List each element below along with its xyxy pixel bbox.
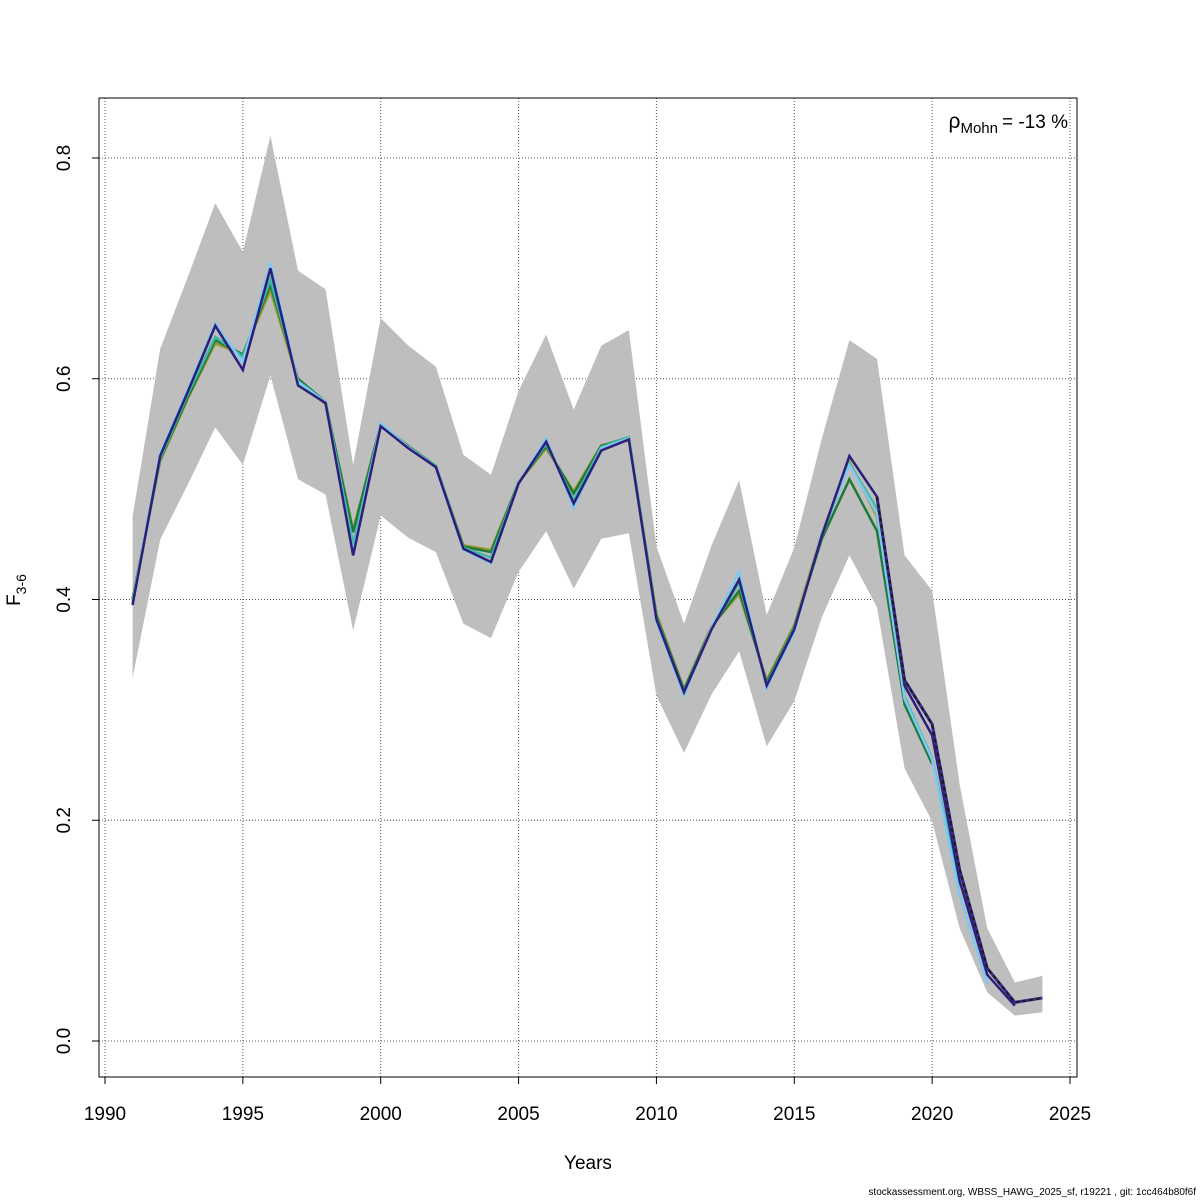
x-tick-label: 1995: [222, 1104, 264, 1125]
footer-source: stockassessment.org, WBSS_HAWG_2025_sf, …: [868, 1187, 1196, 1198]
confidence-band-group: [132, 135, 1043, 1016]
x-tick-label: 2025: [1049, 1104, 1091, 1125]
x-tick-label: 2015: [773, 1104, 815, 1125]
y-tick-label: 0.0: [54, 1028, 75, 1054]
rho-symbol: ρ: [949, 110, 961, 133]
y-tick-label: 0.2: [54, 807, 75, 833]
series-line-peel-2023: [131, 268, 1016, 1007]
x-tick-label: 2010: [635, 1104, 677, 1125]
y-axis-label: F3-6: [4, 574, 29, 606]
x-tick-label: 2020: [911, 1104, 953, 1125]
confidence-band: [132, 135, 1043, 1016]
plot-frame: [98, 97, 1078, 1078]
y-axis-label-main: F: [4, 594, 25, 606]
y-axis-label-subscript: 3-6: [13, 574, 29, 594]
x-tick-label: 1990: [84, 1104, 126, 1125]
rho-value: = -13 %: [1002, 112, 1068, 133]
svg-text:F3-6: F3-6: [4, 574, 29, 606]
series-lines: [131, 262, 1043, 1007]
x-axis: 1990 1995 2000 2005 2010 2015 2020 2025: [84, 1077, 1091, 1125]
x-axis-label: Years: [564, 1153, 612, 1174]
y-axis: 0.0 0.2 0.4 0.6 0.8: [54, 145, 99, 1054]
series-line-terminal-2024: [876, 496, 1043, 1004]
x-tick-label: 2000: [360, 1104, 402, 1125]
y-tick-label: 0.6: [54, 366, 75, 392]
y-tick-label: 0.8: [54, 145, 75, 171]
y-tick-label: 0.4: [54, 586, 75, 613]
mohn-rho-annotation: ρMohn = -13 %: [949, 110, 1069, 137]
x-tick-label: 2005: [497, 1104, 539, 1125]
rho-subscript: Mohn: [960, 120, 998, 137]
